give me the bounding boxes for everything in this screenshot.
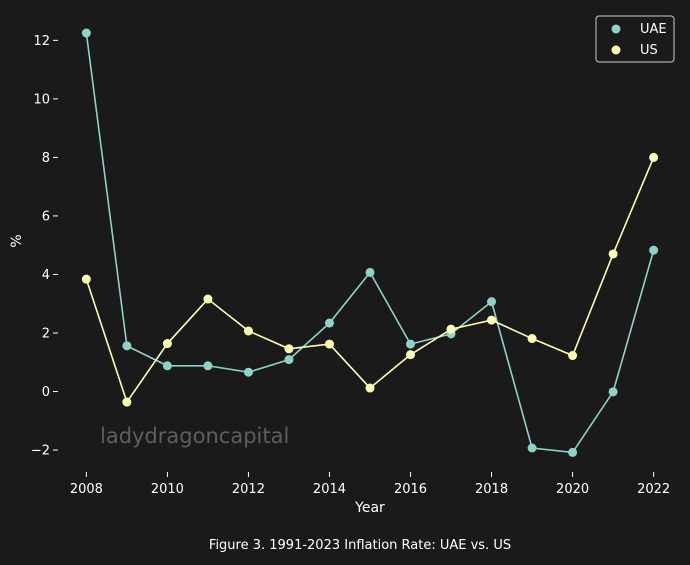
y-axis-label: % xyxy=(9,234,25,247)
data-point-uae xyxy=(162,361,172,371)
x-tick-label: 2016 xyxy=(394,482,427,497)
x-axis-label: Year xyxy=(354,500,385,516)
data-point-uae xyxy=(203,361,213,371)
y-tick-label: 12 xyxy=(33,34,50,49)
y-tick-label: 0 xyxy=(42,385,50,400)
x-tick-label: 2012 xyxy=(232,482,265,497)
data-point-uae xyxy=(365,267,375,277)
data-point-us xyxy=(487,315,497,325)
y-tick-label: 4 xyxy=(42,268,50,283)
data-point-us xyxy=(284,344,294,354)
data-point-us xyxy=(527,334,537,344)
data-point-uae xyxy=(568,447,578,457)
data-point-us xyxy=(324,339,334,349)
x-tick-label: 2008 xyxy=(70,482,103,497)
data-point-uae xyxy=(487,297,497,307)
data-point-us xyxy=(81,274,91,284)
x-tick-label: 2014 xyxy=(313,482,346,497)
data-point-us xyxy=(243,326,253,336)
data-point-uae xyxy=(284,355,294,365)
data-point-uae xyxy=(649,245,659,255)
legend-marker-us xyxy=(611,45,621,55)
data-point-uae xyxy=(406,339,416,349)
data-point-uae xyxy=(81,28,91,38)
y-tick-label: 6 xyxy=(42,209,50,224)
x-tick-label: 2010 xyxy=(151,482,184,497)
figure-caption: Figure 3. 1991-2023 Inflation Rate: UAE … xyxy=(209,538,511,553)
data-point-uae xyxy=(243,367,253,377)
data-point-us xyxy=(162,339,172,349)
axis-ticks: 2008 2010 2012 2014 2016 2018 2020 2022 −2 0 2 4 6 8 1… xyxy=(31,34,670,497)
data-point-uae xyxy=(608,387,618,397)
data-point-us xyxy=(122,397,132,407)
watermark: ladydragoncapital xyxy=(100,424,289,448)
data-point-us xyxy=(608,249,618,259)
y-tick-label: 10 xyxy=(33,92,50,107)
data-point-uae xyxy=(122,341,132,351)
y-tick-label: 8 xyxy=(42,151,50,166)
y-tick-label: 2 xyxy=(42,326,50,341)
data-point-uae xyxy=(527,443,537,453)
legend: UAE US xyxy=(595,15,675,63)
x-tick-label: 2022 xyxy=(637,482,670,497)
data-point-us xyxy=(406,350,416,360)
series-points xyxy=(81,28,659,457)
data-point-us xyxy=(365,383,375,393)
data-point-uae xyxy=(324,318,334,328)
legend-label-uae: UAE xyxy=(640,22,667,37)
x-tick-label: 2020 xyxy=(556,482,589,497)
x-tick-label: 2018 xyxy=(475,482,508,497)
legend-marker-uae xyxy=(611,24,621,34)
data-point-us xyxy=(446,324,456,334)
data-point-us xyxy=(649,152,659,162)
data-point-us xyxy=(568,351,578,361)
legend-label-us: US xyxy=(640,43,658,58)
y-tick-label: −2 xyxy=(31,444,50,459)
data-point-us xyxy=(203,294,213,304)
